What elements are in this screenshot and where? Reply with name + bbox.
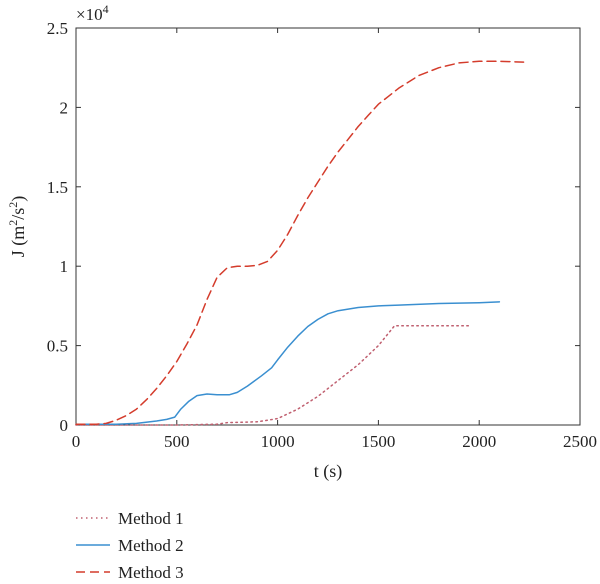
y-tick-label: 2	[60, 98, 69, 117]
y-tick-label: 1.5	[47, 178, 68, 197]
y-tick-label: 0.5	[47, 337, 68, 356]
x-tick-label: 1000	[261, 432, 295, 451]
legend-label-3: Method 3	[118, 563, 184, 582]
y-axis-title: J (m2/s2)	[6, 196, 29, 258]
y-tick-label: 2.5	[47, 19, 68, 38]
series-line-2	[75, 301, 501, 425]
y-axis-multiplier: ×104	[76, 2, 109, 24]
x-tick-label: 0	[72, 432, 81, 451]
x-tick-label: 2500	[563, 432, 597, 451]
legend-label-1: Method 1	[118, 509, 184, 528]
series-line-3	[75, 60, 525, 425]
y-tick-label: 1	[60, 257, 69, 276]
legend-label-2: Method 2	[118, 536, 184, 555]
plot-frame	[75, 27, 581, 426]
x-axis-title: t (s)	[314, 461, 343, 482]
x-tick-label: 500	[164, 432, 190, 451]
series-line-1	[75, 325, 472, 426]
y-tick-label: 0	[60, 416, 69, 435]
legend: Method 1 Method 2 Method 3	[76, 509, 184, 582]
x-tick-label: 2000	[462, 432, 496, 451]
x-tick-label: 1500	[361, 432, 395, 451]
